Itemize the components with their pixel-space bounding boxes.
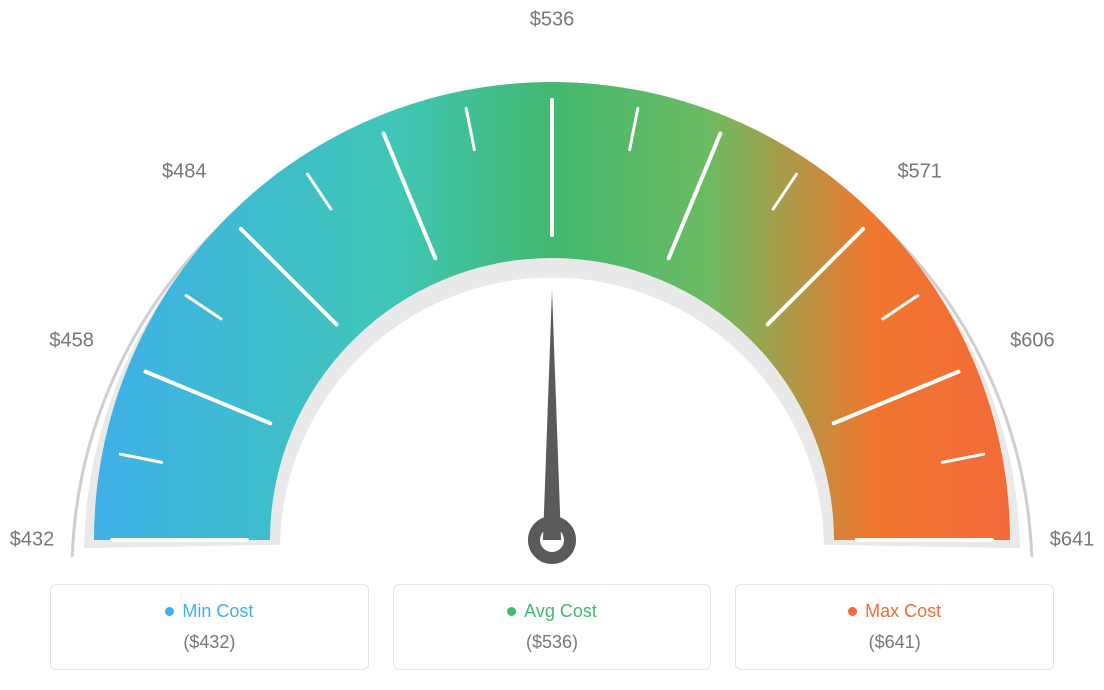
gauge-scale-label: $571: [897, 161, 942, 184]
legend-value-max: ($641): [746, 632, 1043, 653]
gauge-scale-label: $641: [1050, 529, 1095, 552]
gauge-scale-label: $432: [10, 529, 55, 552]
gauge-scale-label: $484: [162, 161, 207, 184]
gauge-scale-label: $458: [49, 330, 94, 353]
legend-title-avg: Avg Cost: [507, 601, 597, 622]
legend-title-max: Max Cost: [848, 601, 941, 622]
legend-card-max: Max Cost ($641): [735, 584, 1054, 670]
legend-label-avg: Avg Cost: [524, 601, 597, 622]
legend-value-avg: ($536): [404, 632, 701, 653]
legend-label-max: Max Cost: [865, 601, 941, 622]
legend-title-min: Min Cost: [165, 601, 253, 622]
legend-value-min: ($432): [61, 632, 358, 653]
gauge-scale-label: $536: [530, 9, 575, 32]
gauge-chart: $432 $458 $484 $536 $571 $606 $641: [0, 0, 1104, 580]
legend-card-min: Min Cost ($432): [50, 584, 369, 670]
legend-dot-min: [165, 607, 174, 616]
gauge-svg: [0, 0, 1104, 580]
legend-card-avg: Avg Cost ($536): [393, 584, 712, 670]
cost-gauge-infographic: $432 $458 $484 $536 $571 $606 $641 Min Cost ($…: [0, 0, 1104, 690]
gauge-scale-label: $606: [1010, 330, 1055, 353]
legend-dot-avg: [507, 607, 516, 616]
legend-row: Min Cost ($432) Avg Cost ($536) Max Cost…: [50, 584, 1054, 670]
legend-label-min: Min Cost: [182, 601, 253, 622]
legend-dot-max: [848, 607, 857, 616]
